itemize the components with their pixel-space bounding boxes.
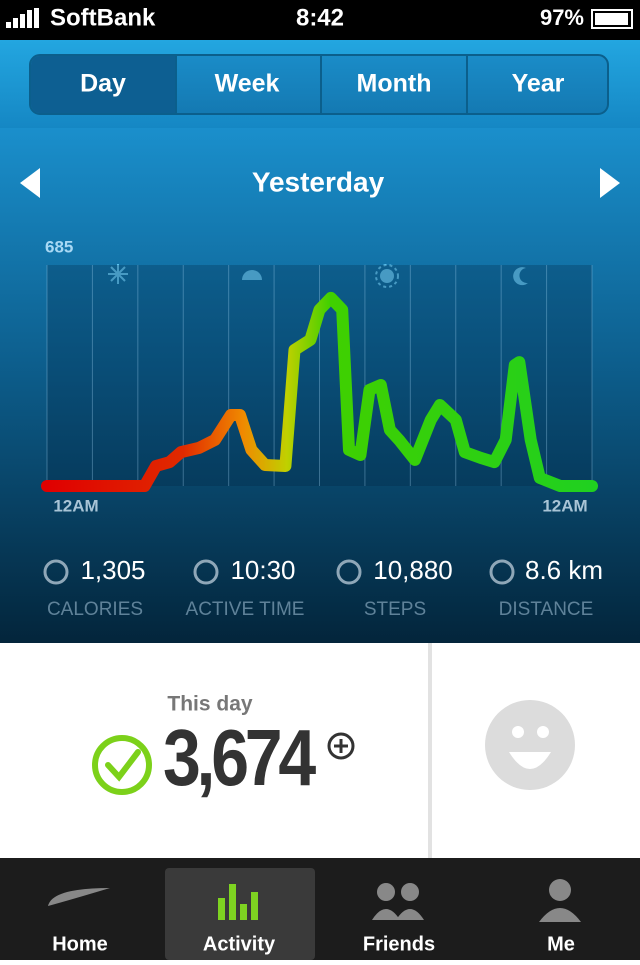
friends-icon (372, 883, 424, 920)
stat-value: 1,305 (80, 555, 145, 585)
stat-label: DISTANCE (499, 599, 594, 620)
activity-icon (218, 884, 258, 920)
activity-panel (0, 128, 640, 643)
tab-segment[interactable]: Year (512, 70, 565, 98)
stat-label: STEPS (364, 599, 426, 620)
tab-segment[interactable]: Month (357, 70, 432, 98)
plus-icon[interactable] (327, 732, 355, 760)
plus (334, 739, 348, 753)
time-icons (108, 264, 528, 288)
next-arrow[interactable] (600, 168, 620, 198)
battery (591, 9, 633, 29)
stat-value: 8.6 km (525, 555, 603, 585)
divider (428, 643, 432, 858)
tab-label[interactable]: Me (547, 933, 575, 955)
battery-fill (595, 13, 628, 25)
me-icon (539, 879, 581, 922)
period-title: Yesterday (252, 166, 385, 197)
tab-label[interactable]: Home (52, 933, 108, 955)
carrier: SoftBank (50, 4, 156, 31)
stat-icon (193, 559, 219, 585)
clock: 8:42 (296, 4, 344, 31)
smiley (485, 700, 575, 790)
stat-icon (336, 559, 362, 585)
activity-line (41, 291, 598, 492)
tab-bar (0, 858, 640, 960)
summary-points: 3,674 (163, 713, 316, 802)
check-circle (92, 735, 152, 795)
x-tick-label: 12AM (542, 496, 587, 515)
stat-value: 10,880 (373, 555, 453, 585)
summary-caption: This day (167, 693, 253, 716)
home-icon (48, 888, 110, 906)
signal (6, 8, 39, 28)
status-bar (0, 0, 640, 40)
stat-label: CALORIES (47, 599, 143, 620)
stat-icon (43, 559, 69, 585)
y-tick-label: 685 (45, 237, 73, 256)
stat-icon (489, 559, 515, 585)
prev-arrow[interactable] (20, 168, 40, 198)
tab-label[interactable]: Friends (363, 933, 435, 955)
tab-label[interactable]: Activity (203, 933, 276, 955)
selected-segment (31, 56, 176, 113)
battery-level: 97% (540, 5, 584, 30)
tab-segment[interactable]: Week (215, 70, 280, 98)
x-tick-label: 12AM (53, 496, 98, 515)
stat-value: 10:30 (230, 555, 295, 585)
check (105, 749, 141, 782)
stat-label: ACTIVE TIME (186, 599, 305, 620)
tab-segment[interactable]: Day (80, 70, 126, 98)
